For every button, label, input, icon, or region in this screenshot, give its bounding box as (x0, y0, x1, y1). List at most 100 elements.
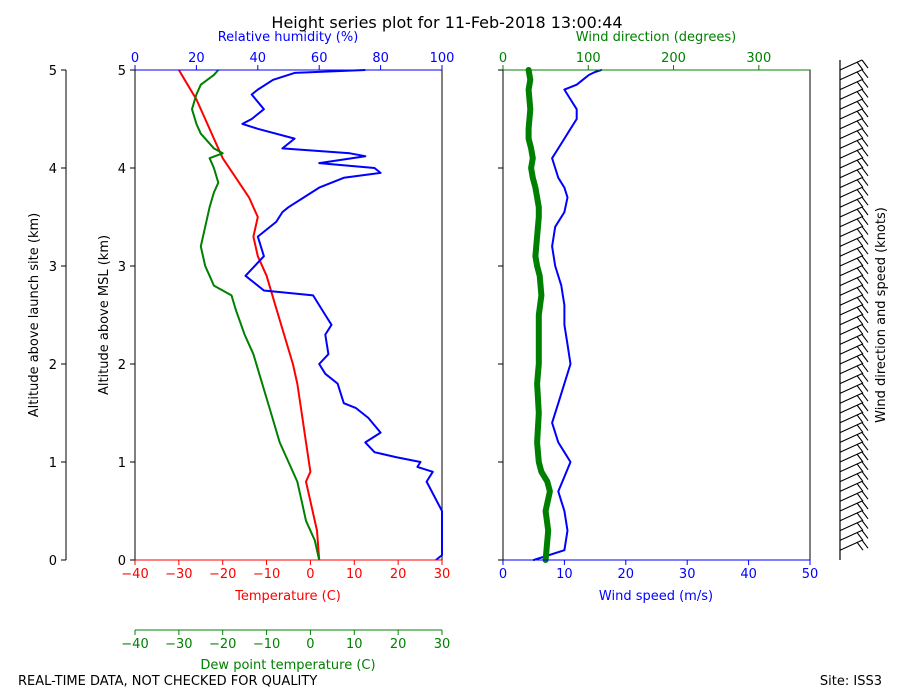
wind-barb-flag (861, 216, 869, 226)
wind-direction-axis-label: Wind direction (degrees) (576, 30, 736, 45)
wind-barb-flag (861, 441, 869, 451)
wind-barb-staff (839, 216, 863, 228)
wind-barb-staff (839, 353, 863, 365)
wind-barb-flag (861, 530, 869, 539)
wind-barb-flag (856, 336, 864, 345)
chart-title: Height series plot for 11-Feb-2018 13:00… (271, 13, 622, 32)
wind-barb-flag (861, 69, 869, 79)
launch-tick-label: 5 (49, 64, 57, 79)
wind-barb-flag (856, 189, 864, 198)
wind-barb-flag (861, 392, 869, 402)
wind-barb-flag (861, 324, 869, 333)
wind-barb-staff (839, 363, 863, 375)
wind-barb-flag (861, 108, 869, 118)
wind-barb-staff (839, 206, 863, 218)
wind-barb-staff (839, 451, 863, 463)
wind-barb-staff (839, 137, 863, 149)
wind-barb (839, 235, 869, 247)
wind-barb-flag (856, 110, 864, 120)
wind-barb-staff (839, 118, 863, 130)
wind-barb-staff (839, 186, 863, 198)
temperature-tick-label: 10 (346, 567, 363, 582)
thermo-series-group (178, 69, 443, 561)
wind-barb-flag (856, 434, 864, 443)
wind-barb (839, 382, 869, 394)
wind-barb-flag (861, 138, 869, 147)
dewpoint-tick-label: 20 (390, 637, 407, 652)
wind-barb-flag (856, 453, 864, 463)
wind-barb-staff (839, 157, 863, 169)
wind-barb-staff (839, 373, 863, 385)
wind-barb-flag (856, 247, 864, 257)
launch-altitude-axis: 0 1 2 3 4 5 (49, 64, 67, 569)
msl-tick-label: 1 (118, 456, 126, 471)
launch-tick-label: 0 (49, 554, 57, 569)
dewpoint-tick-label: 10 (346, 637, 363, 652)
dewpoint-tick-label: −20 (209, 637, 236, 652)
wind-barb (839, 206, 869, 218)
wind-barb-flag (856, 208, 864, 218)
msl-tick-label: 2 (118, 358, 126, 373)
wind-barb-staff (839, 539, 863, 551)
wind-axes-group: 0 10 20 30 40 50 0 100 200 300 (498, 51, 818, 582)
wind-barb-flag (861, 334, 869, 343)
wind-barb-flag (861, 59, 869, 69)
wind-barb-staff (839, 490, 863, 502)
wind-series-group (525, 67, 603, 563)
wind-barb-flag (861, 196, 869, 206)
wind-barb (839, 520, 869, 532)
wind-barb (839, 353, 869, 365)
wind-barb-staff (839, 422, 863, 434)
humidity-tick-label: 20 (188, 51, 205, 66)
msl-tick-label: 0 (118, 554, 126, 569)
dewpoint-axis-label: Dew point temperature (C) (200, 658, 375, 673)
wind-barb (839, 314, 869, 326)
dewpoint-tick-label: 30 (434, 637, 451, 652)
wind-barb-flag (856, 541, 864, 551)
wind-barbs-panel (839, 59, 869, 560)
wind-barb (839, 500, 869, 512)
wind-barb (839, 461, 869, 473)
wind-barb-flag (856, 414, 864, 424)
wind-barb (839, 441, 869, 453)
wind-barb-staff (839, 255, 863, 267)
wind-barb-staff (839, 79, 863, 91)
wind-barb-flag (861, 98, 869, 108)
wind-barb-flag (861, 265, 869, 275)
wind-direction-series-line (525, 67, 553, 563)
wind-barb-staff (839, 275, 863, 287)
wind-barb (839, 177, 869, 189)
wind-barb-flag (861, 461, 869, 471)
wind-barb-flag (856, 257, 864, 267)
wind-barb-staff (839, 412, 863, 424)
humidity-series-line (241, 69, 443, 561)
wind-barb-flag (861, 147, 869, 157)
wind-barb-flag (856, 512, 864, 522)
wind-direction-tick-label: 300 (746, 51, 771, 66)
wind-barb-flag (856, 326, 864, 335)
wind-barb-flag (861, 510, 869, 520)
wind-barb-staff (839, 402, 863, 414)
wind-barb-flag (856, 492, 864, 502)
wind-barb (839, 333, 869, 345)
thermo-axes-group: −40 −30 −20 −10 0 10 20 30−40 −30 −20 −10 0 10 20 300 2… (118, 51, 455, 652)
wind-barb-staff (839, 284, 863, 296)
wind-barb-flag (861, 383, 869, 392)
wind-barb (839, 451, 869, 463)
wind-direction-tick-label: 0 (499, 51, 507, 66)
humidity-tick-label: 100 (430, 51, 455, 66)
wind-barb-flag (861, 402, 869, 412)
wind-barb-flag (856, 198, 864, 208)
wind-barb-flag (856, 463, 864, 473)
wind-barb (839, 422, 869, 434)
wind-direction-tick-label: 200 (661, 51, 686, 66)
wind-speed-tick-label: 0 (499, 567, 507, 582)
wind-barb (839, 431, 869, 443)
temperature-tick-label: 0 (306, 567, 314, 582)
wind-barb-flag (856, 218, 864, 228)
temperature-series-line (178, 69, 321, 561)
wind-barb-flag (861, 412, 869, 422)
wind-barb-flag (861, 206, 869, 216)
wind-barb-flag (856, 296, 864, 306)
wind-barb-flag (861, 157, 869, 167)
